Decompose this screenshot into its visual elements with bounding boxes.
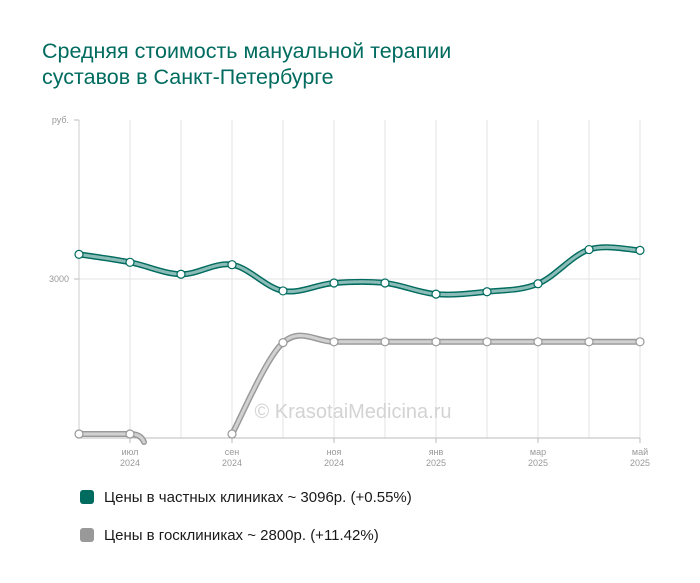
x-tick-label-year: 2024 — [222, 458, 242, 468]
data-point — [431, 337, 441, 347]
data-point — [380, 337, 390, 347]
data-point — [533, 337, 543, 347]
data-point — [227, 260, 237, 270]
x-tick-label-year: 2025 — [630, 458, 650, 468]
chart-title: Средняя стоимость мануальной терапии сус… — [42, 38, 662, 90]
data-point — [278, 286, 288, 296]
data-point — [125, 429, 135, 439]
x-tick-label-month: сен — [225, 447, 240, 457]
data-point — [74, 429, 84, 439]
y-unit-label: руб. — [52, 115, 69, 125]
series-line-0-texture — [77, 245, 642, 297]
x-tick-label-year: 2025 — [528, 458, 548, 468]
data-point — [584, 337, 594, 347]
x-tick-label-month: май — [632, 447, 648, 457]
x-tick-label-month: янв — [429, 447, 444, 457]
data-point — [482, 287, 492, 297]
data-point — [176, 269, 186, 279]
legend-item-public[interactable]: Цены в госклиниках ~ 2800р. (+11.42%) — [80, 524, 412, 546]
data-point — [227, 429, 237, 439]
legend: Цены в частных клиниках ~ 3096р. (+0.55%… — [80, 486, 412, 562]
data-point — [584, 244, 594, 255]
x-tick-label-month: мар — [530, 447, 546, 457]
data-point — [431, 289, 441, 299]
x-tick-label-year: 2024 — [324, 458, 344, 468]
x-tick-label-year: 2025 — [426, 458, 446, 468]
legend-label-public: Цены в госклиниках ~ 2800р. (+11.42%) — [104, 526, 379, 544]
data-point — [329, 337, 339, 347]
watermark: © KrasotaiMedicina.ru — [254, 401, 451, 423]
x-tick-label-year: 2024 — [120, 458, 140, 468]
chart-title-line-2: суставов в Санкт-Петербурге — [42, 65, 334, 89]
legend-item-private[interactable]: Цены в частных клиниках ~ 3096р. (+0.55%… — [80, 486, 412, 508]
y-tick-label: 3000 — [49, 274, 69, 284]
data-point — [329, 278, 339, 288]
chart-points — [74, 244, 645, 439]
legend-swatch-private — [80, 490, 94, 504]
data-point — [380, 278, 390, 288]
x-tick-label-month: июл — [122, 447, 139, 457]
data-point — [74, 249, 84, 259]
data-point — [635, 337, 645, 347]
chart-title-line-1: Средняя стоимость мануальной терапии — [42, 39, 452, 63]
legend-swatch-public — [80, 528, 94, 542]
data-point — [533, 279, 543, 289]
data-point — [482, 337, 492, 347]
chart-axes: 3000руб.июл2024сен2024ноя2024янв2025мар2… — [49, 115, 650, 468]
data-point — [278, 338, 288, 348]
legend-label-private: Цены в частных клиниках ~ 3096р. (+0.55%… — [104, 488, 412, 506]
data-point — [125, 257, 135, 267]
data-point — [635, 245, 645, 255]
x-tick-label-month: ноя — [327, 447, 342, 457]
